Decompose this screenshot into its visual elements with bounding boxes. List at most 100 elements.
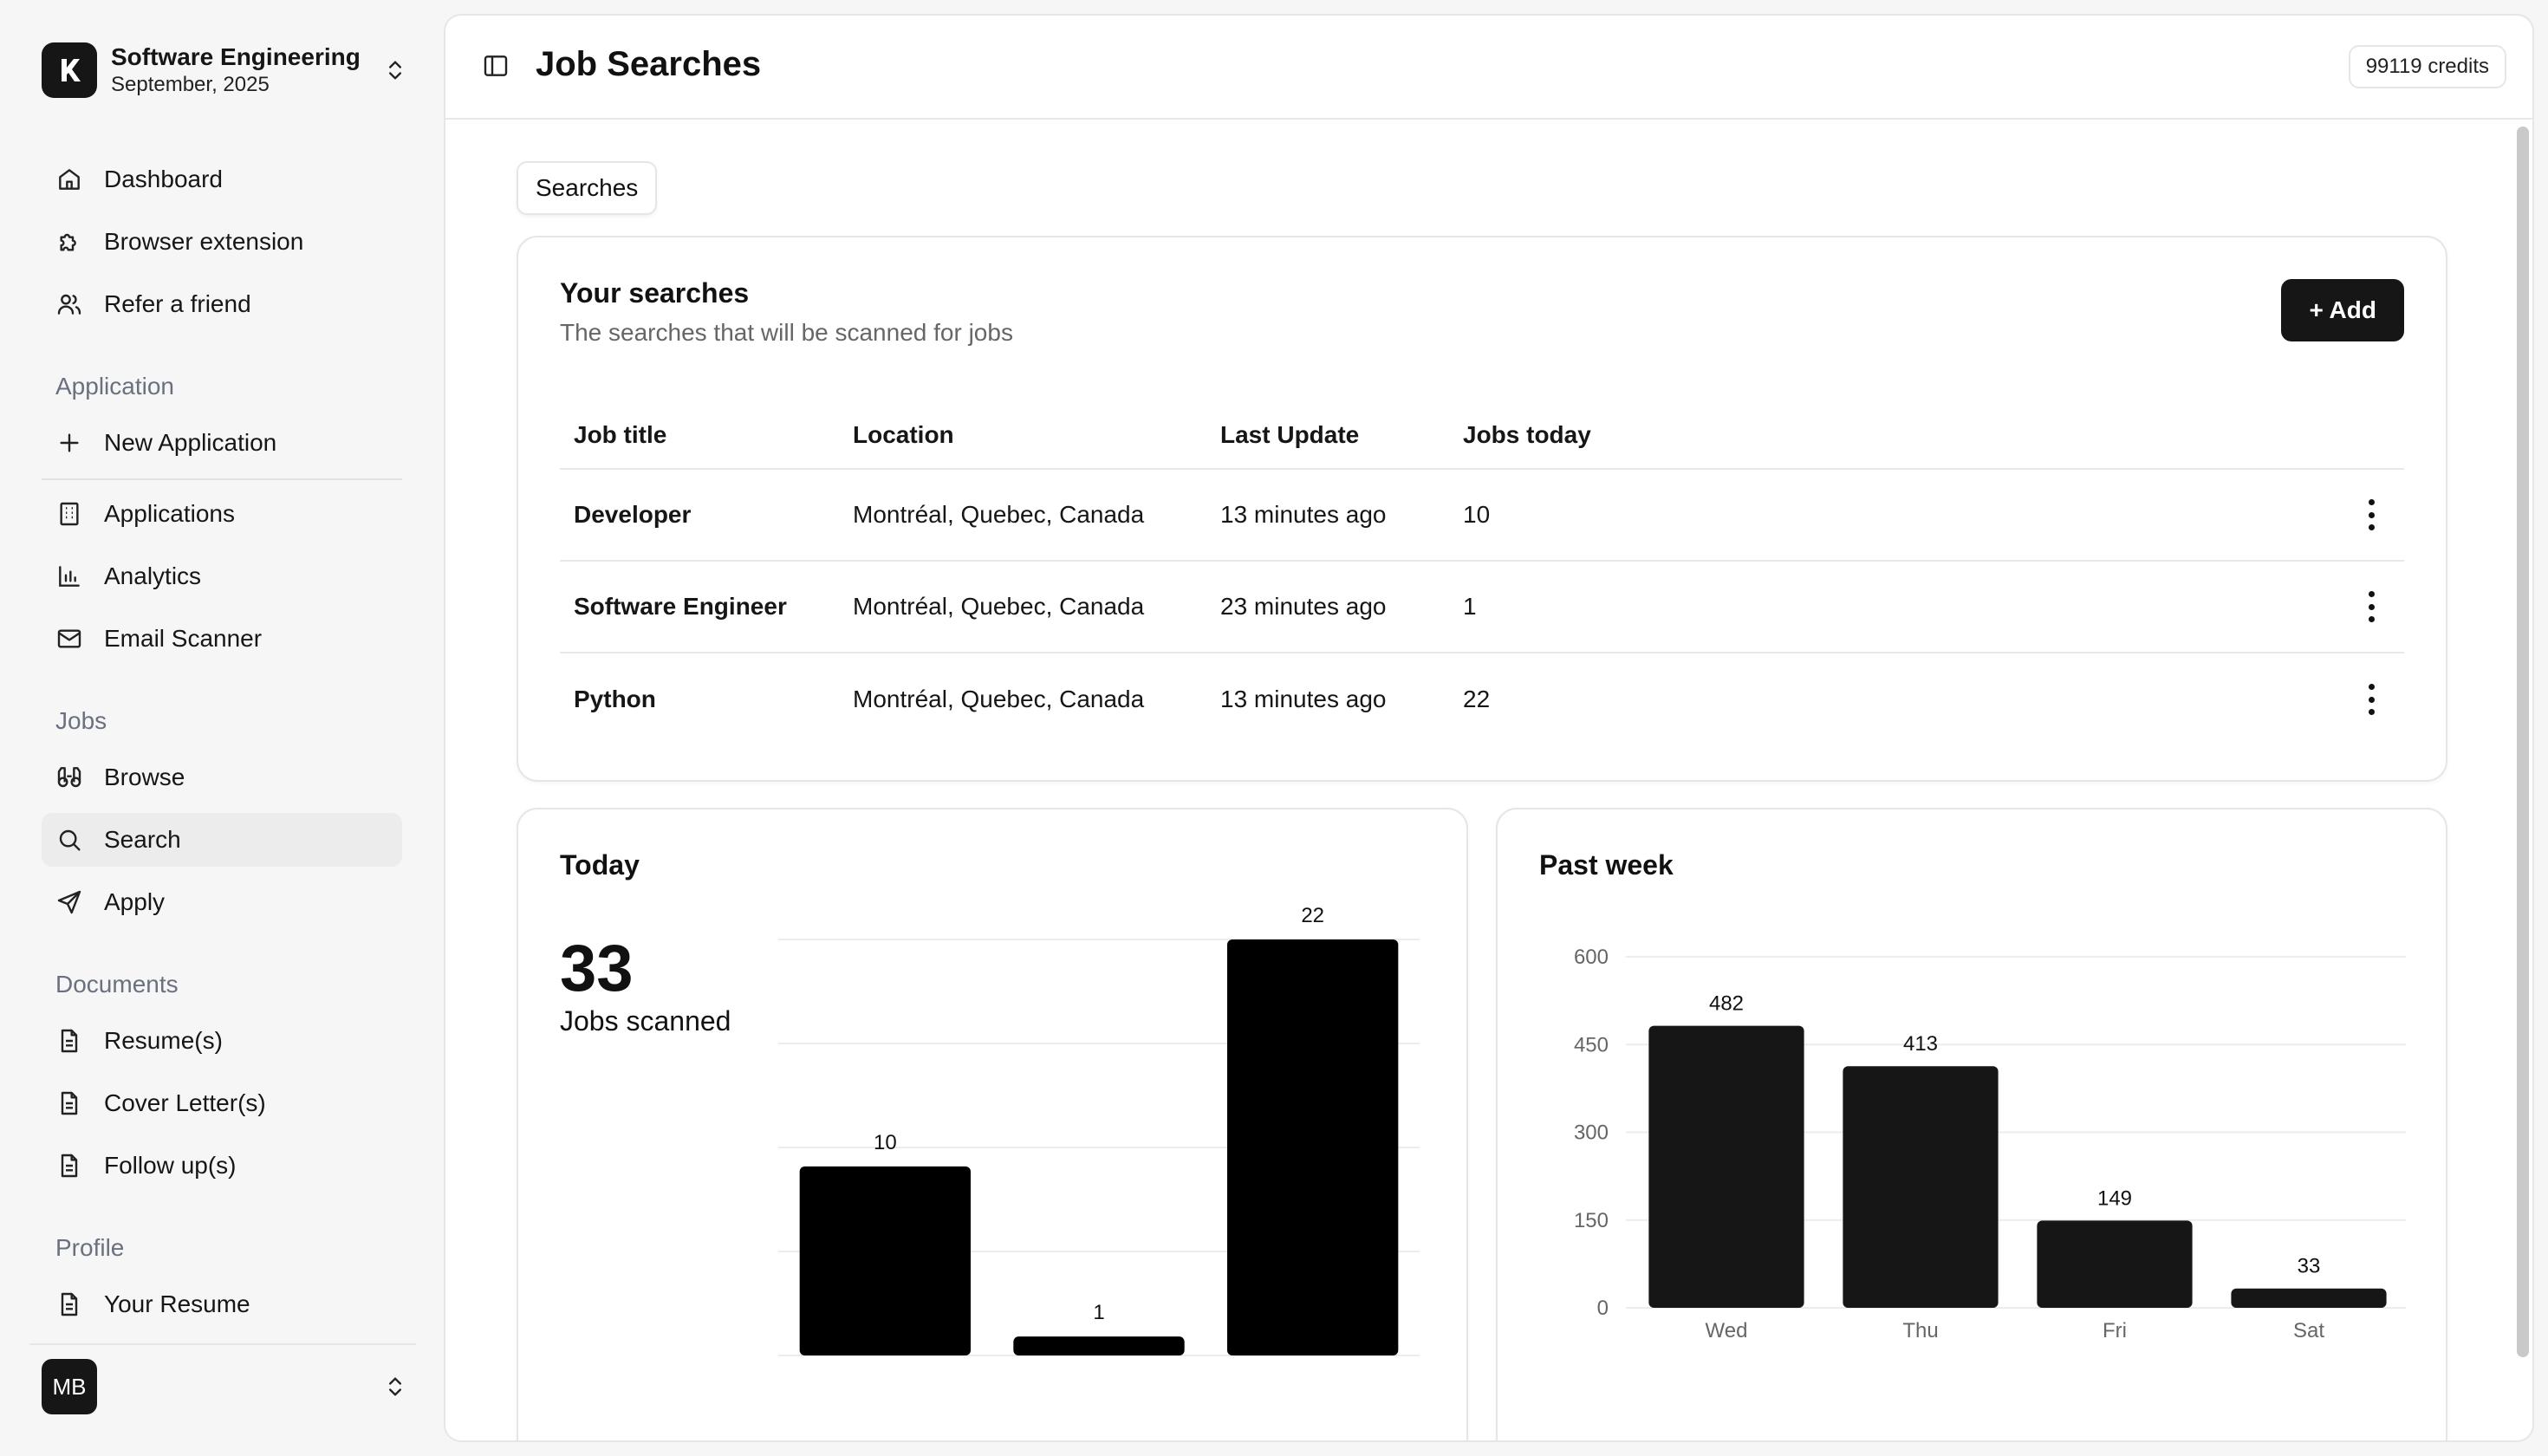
sidebar-item-label: Resume(s) <box>104 1027 223 1054</box>
users-icon <box>55 290 83 318</box>
card-title: Past week <box>1539 849 1674 881</box>
sidebar-item-resumes[interactable]: Resume(s) <box>42 1014 402 1068</box>
brand-logo-icon <box>42 42 97 98</box>
sidebar-item-refer-a-friend[interactable]: Refer a friend <box>42 277 402 331</box>
x-tick-label: Fri <box>2103 1319 2127 1342</box>
data-label: 10 <box>874 1131 897 1154</box>
sidebar-item-dashboard[interactable]: Dashboard <box>42 153 402 206</box>
binoculars-icon <box>55 764 83 791</box>
more-vertical-icon[interactable] <box>2366 499 2376 530</box>
y-tick-label: 300 <box>1574 1121 1609 1145</box>
location-cell: Montréal, Quebec, Canada <box>853 593 1145 620</box>
data-label: 413 <box>1903 1032 1938 1056</box>
jobs-today-cell: 22 <box>1463 686 1491 712</box>
sidebar-item-new-application[interactable]: New Application <box>42 416 402 470</box>
sidebar-item-analytics[interactable]: Analytics <box>42 549 402 603</box>
sidebar-item-label: Applications <box>104 500 235 527</box>
searches-card: Your searches The searches that will be … <box>517 236 2447 782</box>
send-icon <box>55 888 83 916</box>
y-tick-label: 600 <box>1574 946 1609 969</box>
card-subtitle: The searches that will be scanned for jo… <box>560 319 1013 346</box>
sidebar-item-label: Dashboard <box>104 166 223 192</box>
job-title-cell: Developer <box>574 501 692 528</box>
sidebar-item-cover-letters[interactable]: Cover Letter(s) <box>42 1076 402 1130</box>
table-row[interactable]: Developer Montréal, Quebec, Canada 13 mi… <box>560 470 2404 562</box>
home-icon <box>55 166 83 193</box>
data-label: 22 <box>1301 905 1324 927</box>
scrollbar[interactable] <box>2517 127 2529 1357</box>
bar-chart-icon <box>55 562 83 590</box>
job-title-cell: Software Engineer <box>574 593 787 620</box>
file-icon <box>55 1290 83 1318</box>
file-icon <box>55 1089 83 1117</box>
sidebar-item-label: Follow up(s) <box>104 1152 237 1179</box>
searches-table: Job title Location Last Update Jobs toda… <box>560 402 2404 745</box>
card-title: Your searches <box>560 277 750 309</box>
sidebar-divider <box>29 1343 416 1345</box>
jobs-scanned-total: 33 <box>560 932 634 1005</box>
data-label: 482 <box>1709 992 1744 1016</box>
sidebar-item-label: Apply <box>104 888 166 915</box>
last-update-cell: 13 minutes ago <box>1220 686 1387 712</box>
sidebar-item-label: Refer a friend <box>104 290 251 317</box>
sidebar-item-search[interactable]: Search <box>42 813 402 867</box>
more-vertical-icon[interactable] <box>2366 684 2376 715</box>
more-vertical-icon[interactable] <box>2366 591 2376 622</box>
sidebar-toggle-icon[interactable] <box>480 50 511 81</box>
sidebar-item-browse[interactable]: Browse <box>42 751 402 804</box>
building-icon <box>55 500 83 528</box>
sidebar-item-apply[interactable]: Apply <box>42 875 402 929</box>
avatar: MB <box>42 1359 97 1414</box>
last-update-cell: 13 minutes ago <box>1220 501 1387 528</box>
sidebar-item-label: Analytics <box>104 562 202 589</box>
x-tick-label: Sat <box>2293 1319 2324 1342</box>
past-week-card: Past week 0 150 300 450 600 482 Wed 413 Thu 149 Fr… <box>1496 808 2447 1440</box>
page-title: Job Searches <box>536 45 762 83</box>
jobs-today-cell: 1 <box>1463 593 1477 620</box>
bar <box>2231 1288 2387 1308</box>
section-label-documents: Documents <box>55 971 179 998</box>
sidebar-item-label: Search <box>104 826 181 853</box>
sidebar-item-email-scanner[interactable]: Email Scanner <box>42 612 402 666</box>
sidebar-item-label: Browse <box>104 764 185 790</box>
bar <box>1227 939 1399 1355</box>
sidebar-item-label: Browser extension <box>104 228 304 255</box>
sidebar: Software Engineering September, 2025 Das… <box>0 0 433 1456</box>
sidebar-item-your-resume[interactable]: Your Resume <box>42 1277 402 1331</box>
y-tick-label: 450 <box>1574 1033 1609 1056</box>
location-cell: Montréal, Quebec, Canada <box>853 686 1145 712</box>
add-search-button[interactable]: + Add <box>2281 279 2404 341</box>
sidebar-item-browser-extension[interactable]: Browser extension <box>42 215 402 269</box>
workspace-switcher[interactable]: Software Engineering September, 2025 <box>42 42 413 99</box>
sidebar-item-follow-ups[interactable]: Follow up(s) <box>42 1139 402 1193</box>
sidebar-item-label: Cover Letter(s) <box>104 1089 266 1116</box>
section-label-profile: Profile <box>55 1234 125 1261</box>
column-header: Location <box>853 421 954 448</box>
section-label-jobs: Jobs <box>55 707 107 734</box>
column-header: Job title <box>574 421 667 448</box>
file-icon <box>55 1027 83 1055</box>
sidebar-item-applications[interactable]: Applications <box>42 487 402 541</box>
plus-icon <box>55 429 83 457</box>
table-row[interactable]: Software Engineer Montréal, Quebec, Cana… <box>560 562 2404 653</box>
sidebar-item-label: New Application <box>104 429 277 456</box>
table-row[interactable]: Python Montréal, Quebec, Canada 13 minut… <box>560 653 2404 745</box>
tab-searches[interactable]: Searches <box>517 161 658 215</box>
user-menu[interactable]: MB <box>42 1359 413 1414</box>
search-icon <box>55 826 83 854</box>
x-tick-label: Wed <box>1706 1319 1748 1342</box>
credits-badge: 99119 credits <box>2348 45 2506 88</box>
workspace-name: Software Engineering <box>111 43 361 70</box>
page-header: Job Searches 99119 credits <box>445 16 2532 120</box>
card-title: Today <box>560 849 640 881</box>
x-tick-label: Thu <box>1902 1319 1938 1342</box>
y-tick-label: 0 <box>1597 1297 1609 1320</box>
job-title-cell: Python <box>574 686 656 712</box>
sidebar-divider <box>42 478 402 480</box>
sidebar-item-label: Your Resume <box>104 1290 250 1317</box>
location-cell: Montréal, Quebec, Canada <box>853 501 1145 528</box>
bar <box>1843 1066 1999 1308</box>
data-label: 1 <box>1093 1301 1104 1324</box>
workspace-date: September, 2025 <box>111 73 270 96</box>
sidebar-item-label: Email Scanner <box>104 625 263 652</box>
